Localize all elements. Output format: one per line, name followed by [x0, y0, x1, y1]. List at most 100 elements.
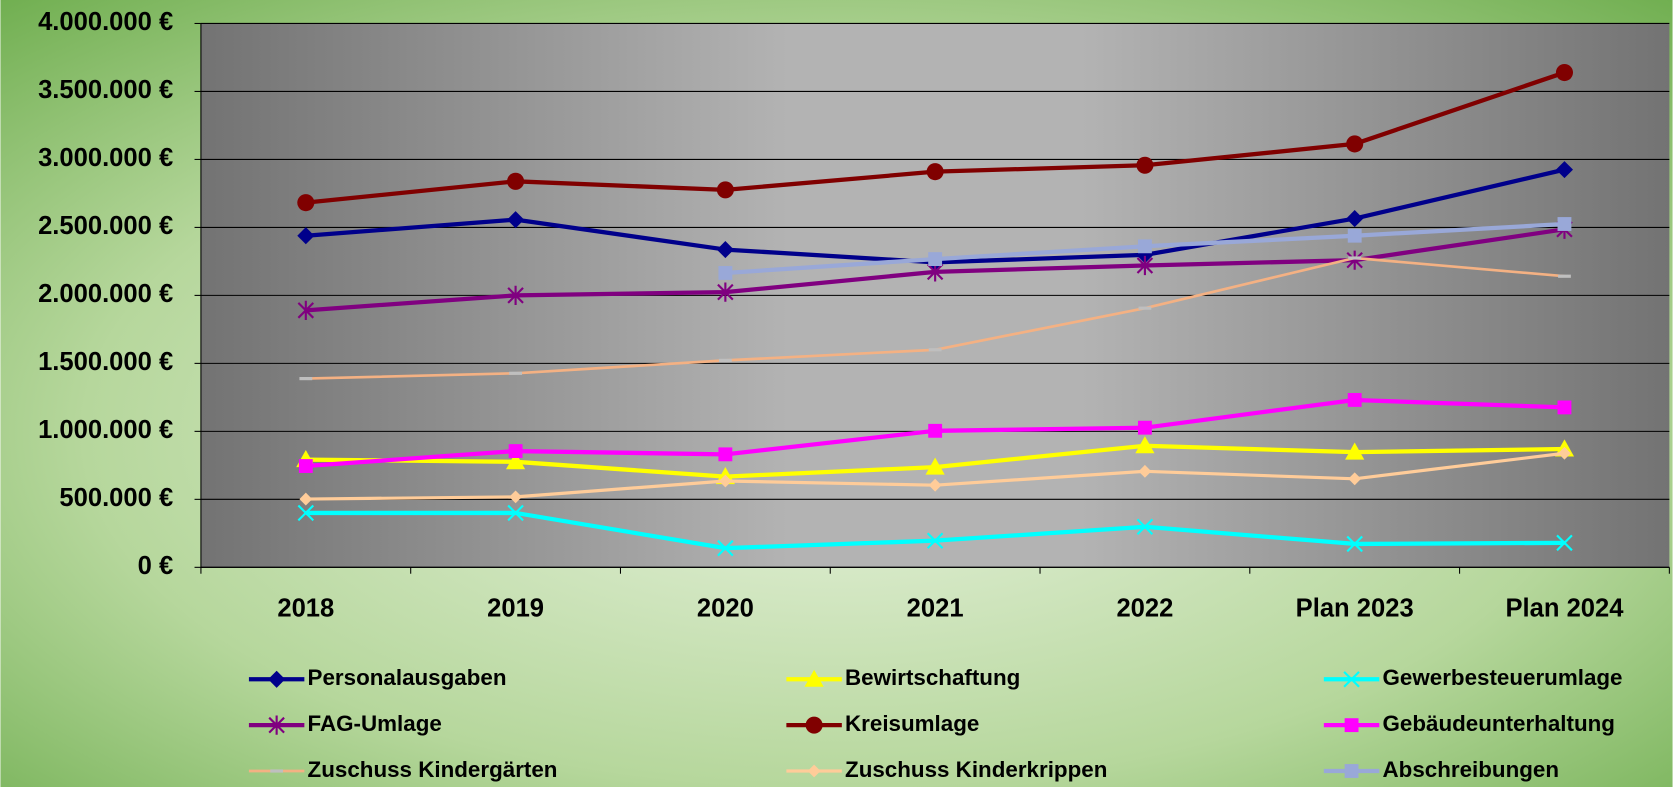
marker	[1556, 534, 1573, 552]
y-tick-label: 2.500.000 €	[38, 212, 173, 240]
x-tick-label: 2018	[277, 595, 334, 623]
marker-shape	[1556, 534, 1573, 552]
marker	[804, 669, 824, 687]
marker	[718, 447, 733, 462]
y-tick-label: 2.000.000 €	[38, 280, 173, 308]
legend-label: Bewirtschaftung	[845, 665, 1020, 690]
marker	[507, 285, 524, 305]
marker	[299, 492, 313, 506]
x-tick-label: Plan 2024	[1505, 595, 1624, 623]
legend-item: Gewerbesteuerumlage	[1323, 665, 1623, 690]
marker	[716, 181, 734, 199]
y-tick-label: 1.500.000 €	[38, 348, 173, 376]
marker-shape	[297, 504, 315, 522]
marker-shape	[717, 282, 734, 302]
x-tick-label: 2021	[907, 595, 964, 623]
x-tick-label: 2019	[487, 595, 544, 623]
marker-shape	[1346, 135, 1364, 153]
marker-shape	[1348, 472, 1362, 486]
marker-shape	[926, 163, 944, 181]
y-tick-label: 4.000.000 €	[38, 8, 173, 36]
legend-item: FAG-Umlage	[248, 711, 442, 736]
marker	[508, 444, 523, 459]
marker	[805, 716, 823, 734]
legend-label: Zuschuss Kinderkrippen	[845, 757, 1107, 782]
marker	[926, 532, 944, 549]
marker	[926, 163, 944, 181]
legend-item: Gebäudeunterhaltung	[1323, 711, 1615, 736]
legend-item: Zuschuss Kindergärten	[248, 757, 557, 782]
marker-shape	[926, 532, 944, 549]
marker	[717, 539, 734, 557]
marker	[1347, 393, 1362, 407]
marker-shape	[718, 447, 733, 462]
marker	[928, 423, 943, 438]
marker	[1136, 156, 1154, 174]
marker	[718, 266, 733, 280]
marker-shape	[1136, 255, 1154, 276]
y-tick-label: 3.500.000 €	[38, 76, 173, 104]
marker-shape	[1137, 239, 1152, 254]
marker	[297, 504, 315, 522]
marker-shape	[268, 715, 285, 735]
legend-label: Gebäudeunterhaltung	[1382, 711, 1614, 736]
marker	[1557, 400, 1572, 415]
marker	[1138, 464, 1152, 478]
legend-item: Kreisumlage	[786, 711, 979, 736]
marker	[925, 457, 945, 475]
marker	[1346, 210, 1364, 228]
marker-shape	[507, 504, 524, 522]
marker	[505, 452, 526, 470]
marker	[297, 194, 315, 212]
marker	[1555, 64, 1573, 82]
legend-label: Personalausgaben	[308, 665, 507, 690]
marker	[1346, 250, 1363, 270]
marker-shape	[1138, 464, 1152, 478]
marker	[1348, 472, 1362, 486]
marker-shape	[1346, 250, 1363, 270]
legend-item: Bewirtschaftung	[786, 665, 1020, 690]
marker-shape	[1555, 64, 1573, 82]
marker	[509, 490, 522, 504]
x-tick-label: Plan 2023	[1296, 595, 1414, 623]
marker-shape	[1346, 210, 1364, 228]
marker-shape	[928, 252, 943, 267]
marker	[1346, 535, 1363, 553]
marker-shape	[928, 423, 943, 438]
marker-shape	[1344, 764, 1359, 778]
marker-shape	[1558, 446, 1571, 460]
marker-shape	[1347, 393, 1362, 407]
marker-shape	[507, 172, 525, 190]
marker	[1558, 446, 1571, 460]
marker-shape	[505, 452, 526, 470]
marker-shape	[1344, 718, 1359, 733]
marker	[507, 172, 525, 190]
legend-item: Abschreibungen	[1323, 757, 1559, 782]
marker-shape	[1136, 518, 1154, 536]
marker-shape	[718, 266, 733, 280]
marker-shape	[508, 444, 523, 459]
marker	[1137, 420, 1152, 435]
marker-shape	[1557, 217, 1572, 231]
legend-label: Gewerbesteuerumlage	[1382, 665, 1622, 690]
marker-shape	[805, 716, 823, 734]
legend-label: FAG-Umlage	[308, 711, 442, 736]
marker	[1136, 255, 1154, 276]
marker-shape	[1136, 156, 1154, 174]
marker-shape	[299, 492, 313, 506]
marker	[1344, 718, 1359, 733]
marker-shape	[1346, 535, 1363, 553]
y-tick-label: 1.000.000 €	[38, 416, 173, 444]
marker-shape	[925, 457, 945, 475]
marker	[928, 252, 943, 267]
legend-item: Zuschuss Kinderkrippen	[786, 757, 1107, 782]
x-tick-label: 2022	[1116, 595, 1173, 623]
marker	[1343, 671, 1360, 688]
marker	[717, 282, 734, 302]
marker-shape	[297, 194, 315, 212]
marker-shape	[1137, 420, 1152, 435]
marker-shape	[1343, 671, 1360, 688]
marker-shape	[1557, 400, 1572, 415]
marker	[1136, 518, 1154, 536]
y-tick-label: 3.000.000 €	[38, 144, 173, 172]
